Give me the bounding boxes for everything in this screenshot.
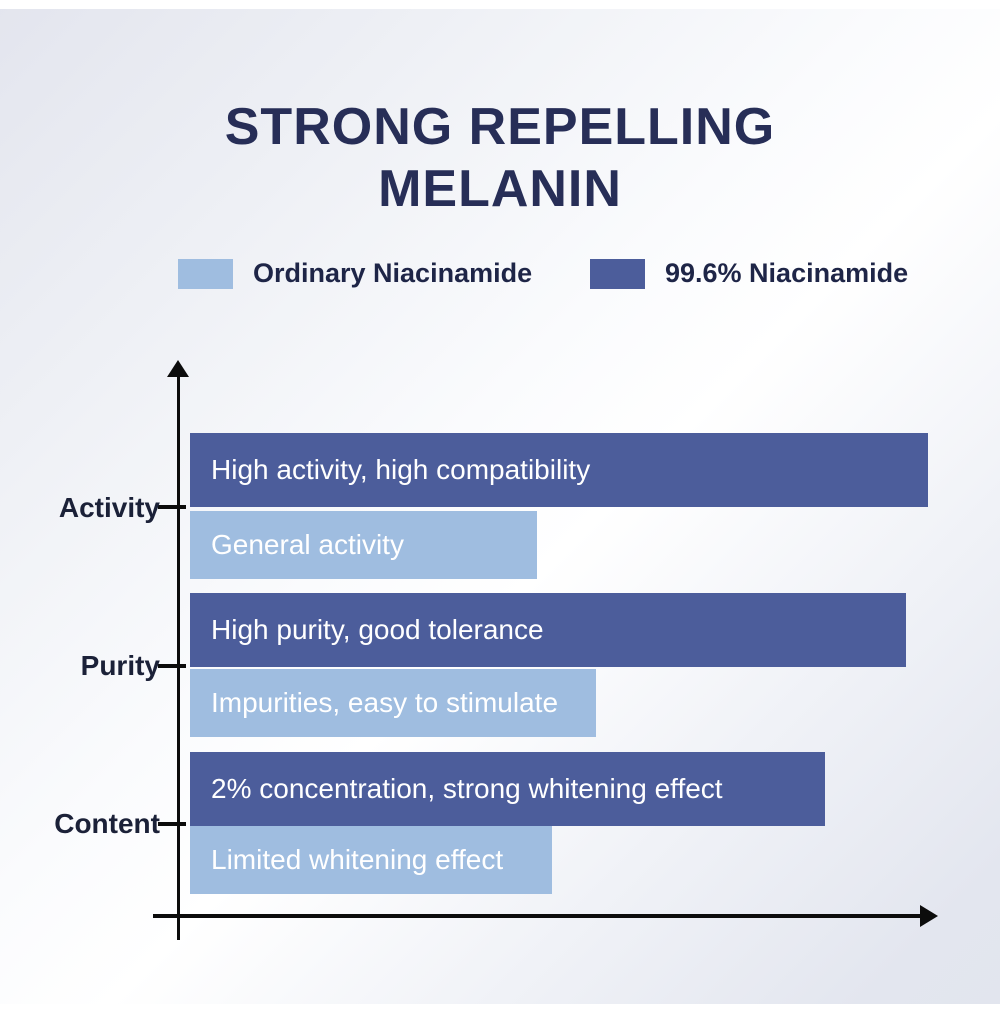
bar-content-ordinary: Limited whitening effect	[190, 826, 552, 894]
x-axis-arrow-icon	[920, 905, 938, 927]
legend-label-pure: 99.6% Niacinamide	[665, 258, 909, 288]
bar-activity-ordinary: General activity	[190, 511, 537, 579]
tick-purity	[158, 664, 186, 668]
category-label-purity: Purity	[80, 650, 160, 681]
legend-swatch-ordinary	[178, 258, 233, 289]
legend-swatch-pure	[590, 258, 645, 289]
y-axis-line	[177, 366, 180, 940]
legend-item-ordinary: Ordinary Niacinamide	[178, 258, 532, 289]
page-title: STRONG REPELLING MELANIN	[0, 96, 1000, 220]
bar-activity-pure: High activity, high compatibility	[190, 433, 928, 507]
bar-purity-ordinary: Impurities, easy to stimulate	[190, 669, 596, 737]
category-label-activity: Activity	[58, 492, 160, 523]
tick-activity	[158, 505, 186, 509]
category-label-content: Content	[54, 808, 160, 839]
x-axis-line	[153, 914, 923, 918]
legend-item-pure: 99.6% Niacinamide	[590, 258, 908, 289]
bar-content-pure: 2% concentration, strong whitening effec…	[190, 752, 825, 826]
legend-label-ordinary: Ordinary Niacinamide	[253, 258, 533, 288]
chart-legend: Ordinary Niacinamide 99.6% Niacinamide	[0, 258, 1000, 298]
title-line-1: STRONG REPELLING	[224, 98, 776, 156]
bar-purity-pure: High purity, good tolerance	[190, 593, 906, 667]
top-white-strip	[0, 0, 1000, 9]
y-axis-arrow-icon	[167, 360, 189, 377]
tick-content	[158, 822, 186, 826]
title-line-2: MELANIN	[378, 160, 622, 218]
bottom-white-strip	[0, 1004, 1000, 1026]
